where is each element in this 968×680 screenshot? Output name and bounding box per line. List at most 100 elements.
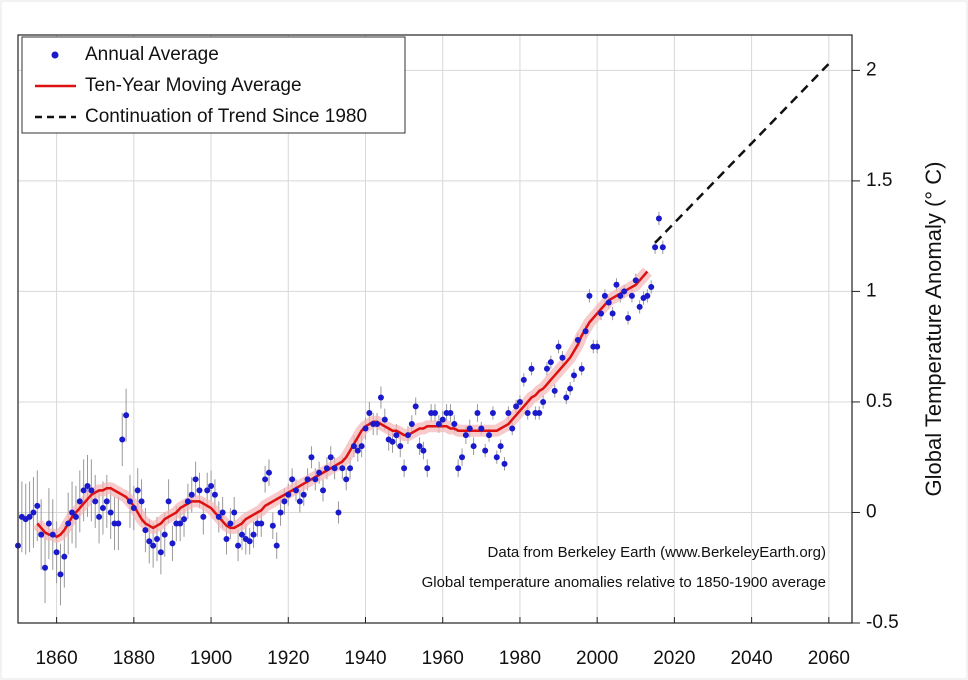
data-point <box>69 509 76 516</box>
data-point <box>609 310 616 317</box>
x-tick-label: 1980 <box>499 648 541 669</box>
data-point <box>296 498 303 505</box>
data-point <box>644 292 651 299</box>
data-point <box>150 542 157 549</box>
data-point <box>540 398 547 405</box>
data-point <box>482 447 489 454</box>
data-point <box>420 447 427 454</box>
data-point <box>416 443 423 450</box>
data-point <box>478 425 485 432</box>
data-point <box>513 403 520 410</box>
data-point <box>34 502 41 509</box>
data-point <box>293 487 299 494</box>
legend: Annual Average Ten-Year Moving Average Con… <box>21 36 406 134</box>
data-point <box>215 513 222 520</box>
data-point <box>273 542 280 549</box>
data-point <box>246 538 253 545</box>
data-point <box>343 476 350 483</box>
data-point <box>258 520 265 527</box>
data-point <box>551 387 558 394</box>
data-point <box>601 292 608 299</box>
data-point <box>470 443 477 450</box>
data-point <box>435 421 442 428</box>
data-point <box>130 505 137 512</box>
data-point <box>92 498 99 505</box>
x-tick-label: 1940 <box>344 648 386 669</box>
y-tick-label: -0.5 <box>866 612 899 633</box>
data-point <box>126 498 133 505</box>
data-point <box>61 553 68 560</box>
data-point <box>497 443 504 450</box>
data-point <box>134 487 141 494</box>
data-point <box>157 549 164 556</box>
data-point <box>219 509 226 516</box>
data-point <box>192 476 199 483</box>
data-point <box>250 531 257 538</box>
data-point <box>45 520 52 527</box>
data-point <box>439 416 446 423</box>
data-point <box>53 549 60 556</box>
data-point <box>462 432 469 439</box>
data-point <box>165 498 172 505</box>
data-point <box>555 343 562 350</box>
y-tick-label: 2 <box>866 59 877 80</box>
data-point <box>401 465 408 472</box>
data-point <box>362 425 369 432</box>
data-point <box>358 443 365 450</box>
data-point <box>424 465 431 472</box>
data-point <box>578 365 585 372</box>
data-point <box>567 385 574 392</box>
data-point <box>447 410 454 416</box>
data-point <box>188 491 195 498</box>
data-point <box>138 498 145 505</box>
data-point <box>49 531 56 538</box>
plot-data <box>15 62 830 606</box>
data-point <box>598 310 605 317</box>
data-point <box>377 394 384 401</box>
data-point <box>238 531 245 538</box>
data-point <box>84 482 91 489</box>
moving-average-line <box>36 270 649 539</box>
data-point <box>501 460 508 467</box>
data-point <box>524 410 531 416</box>
data-point <box>57 571 64 578</box>
data-point <box>76 498 83 505</box>
data-point <box>200 513 207 520</box>
data-point <box>528 365 535 372</box>
legend-label: Continuation of Trend Since 1980 <box>85 106 367 127</box>
data-point <box>80 487 87 494</box>
data-point <box>381 416 388 423</box>
data-point <box>96 513 103 520</box>
data-point <box>574 337 581 344</box>
data-point <box>621 288 628 295</box>
data-point <box>115 520 122 527</box>
x-tick-label: 1860 <box>35 648 77 669</box>
data-point <box>374 421 381 428</box>
y-tick-label: 1 <box>866 280 877 301</box>
data-point <box>505 410 512 416</box>
data-point <box>38 531 45 538</box>
data-point <box>617 292 624 299</box>
data-point <box>161 531 168 538</box>
data-point <box>320 487 327 494</box>
data-point <box>632 277 639 284</box>
annotation: Global temperature anomalies relative to… <box>422 574 826 591</box>
data-point <box>231 509 238 516</box>
data-point <box>107 509 114 516</box>
data-point <box>354 447 361 454</box>
data-point <box>99 505 106 512</box>
data-point <box>563 394 570 401</box>
data-point <box>169 540 176 547</box>
data-point <box>571 372 577 379</box>
data-point <box>42 564 49 571</box>
x-tick-label: 2060 <box>808 648 850 669</box>
data-point <box>516 398 523 405</box>
data-point <box>389 438 396 445</box>
data-point <box>366 410 373 416</box>
data-point <box>393 432 400 439</box>
x-tick-label: 2000 <box>576 648 618 669</box>
plot-frame <box>17 34 853 624</box>
legend-label: Annual Average <box>85 44 219 65</box>
data-point <box>559 354 566 361</box>
